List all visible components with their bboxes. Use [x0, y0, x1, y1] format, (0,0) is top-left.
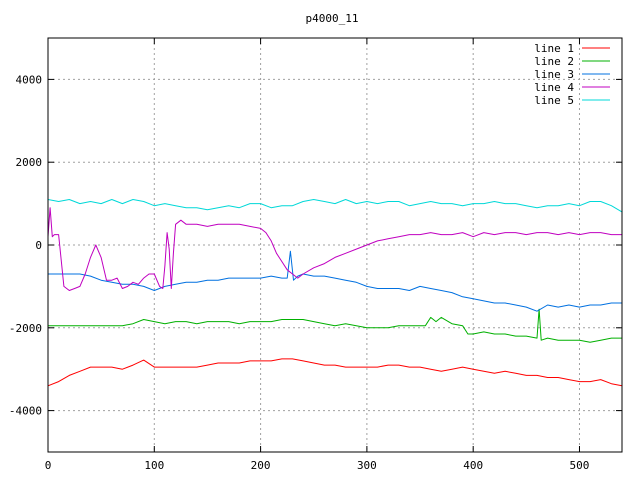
- grid: [48, 38, 622, 452]
- legend-label-5: line 5: [534, 94, 574, 107]
- x-tick-label: 0: [45, 459, 52, 472]
- series-line-3: [48, 250, 622, 312]
- legend-label-4: line 4: [534, 81, 574, 94]
- series-line-5: [47, 199, 623, 213]
- ticks: 0 100 200 300 400 500 -4000 -2000 0 2000 4000: [9, 38, 622, 472]
- x-tick-label: 500: [570, 459, 590, 472]
- x-tick-label: 400: [463, 459, 483, 472]
- y-tick-label: 4000: [16, 73, 43, 86]
- legend-label-3: line 3: [534, 68, 574, 81]
- series-line-1: [47, 358, 623, 387]
- x-tick-label: 100: [144, 459, 164, 472]
- legend-label-2: line 2: [534, 55, 574, 68]
- y-tick-label: -2000: [9, 322, 42, 335]
- y-tick-label: 2000: [16, 156, 43, 169]
- chart-title: p4000_11: [306, 12, 359, 25]
- y-tick-label: 0: [35, 239, 42, 252]
- legend-label-1: line 1: [534, 42, 574, 55]
- series-layer: [47, 199, 623, 387]
- x-tick-label: 300: [357, 459, 377, 472]
- series-line-2: [48, 308, 622, 343]
- x-tick-label: 200: [251, 459, 271, 472]
- y-tick-label: -4000: [9, 405, 42, 418]
- series-line-4: [47, 207, 622, 291]
